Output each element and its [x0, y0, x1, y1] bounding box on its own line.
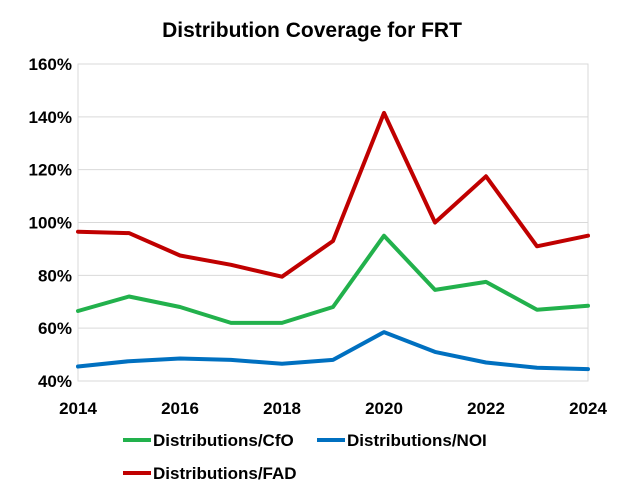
x-tick-label: 2014	[59, 399, 97, 418]
chart-title: Distribution Coverage for FRT	[162, 19, 462, 42]
x-tick-label: 2024	[569, 399, 607, 418]
y-axis-tick-labels: 40% 60% 80% 100% 120% 140% 160%	[29, 55, 72, 391]
legend-label-distributions-fad: Distributions/FAD	[153, 464, 297, 483]
series-line-distributions-noi	[76, 330, 590, 372]
series-line-distributions-cfo	[76, 233, 590, 325]
y-tick-label: 140%	[29, 108, 72, 127]
x-axis-tick-labels: 2014 2016 2018 2020 2022 2024	[59, 399, 607, 418]
y-tick-label: 120%	[29, 161, 72, 180]
y-tick-label: 160%	[29, 55, 72, 74]
x-tick-label: 2022	[467, 399, 505, 418]
y-tick-label: 60%	[38, 319, 72, 338]
x-tick-label: 2020	[365, 399, 403, 418]
plot-area	[77, 63, 589, 382]
legend: Distributions/CfO Distributions/NOI Distri…	[123, 431, 487, 483]
y-tick-label: 100%	[29, 214, 72, 233]
x-tick-label: 2018	[263, 399, 301, 418]
x-tick-label: 2016	[161, 399, 199, 418]
series-line-distributions-fad	[76, 110, 590, 279]
series-lines	[76, 110, 590, 372]
legend-label-distributions-noi: Distributions/NOI	[347, 431, 487, 450]
y-tick-label: 80%	[38, 266, 72, 285]
legend-label-distributions-cfo: Distributions/CfO	[153, 431, 294, 450]
gridlines	[78, 63, 588, 382]
y-tick-label: 40%	[38, 372, 72, 391]
